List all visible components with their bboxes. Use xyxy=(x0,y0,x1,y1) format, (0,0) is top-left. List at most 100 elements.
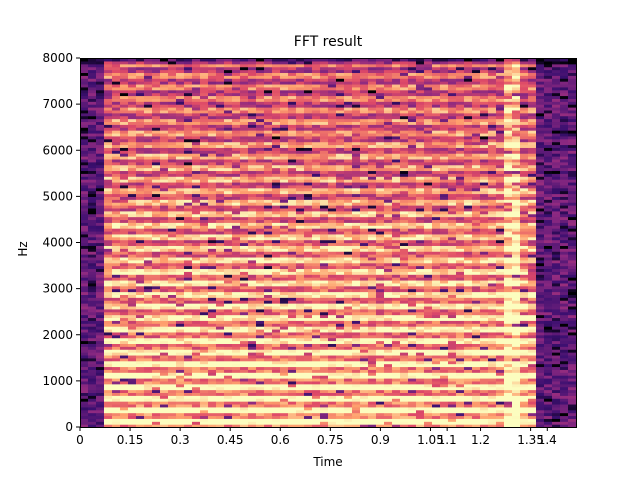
heatmap-cell xyxy=(240,81,249,85)
heatmap-cell xyxy=(256,354,265,359)
heatmap-cell xyxy=(152,326,161,330)
heatmap-cell xyxy=(144,392,153,396)
heatmap-cell xyxy=(80,138,89,143)
heatmap-cell xyxy=(200,150,209,154)
heatmap-cell xyxy=(224,141,233,146)
heatmap-cell xyxy=(384,225,393,229)
heatmap-cell xyxy=(288,285,297,290)
heatmap-cell xyxy=(96,66,105,71)
heatmap-cell xyxy=(384,60,393,65)
heatmap-cell xyxy=(336,199,345,203)
heatmap-cell xyxy=(296,415,305,419)
heatmap-cell xyxy=(104,92,113,97)
heatmap-cell xyxy=(104,58,113,62)
heatmap-cell xyxy=(96,72,105,76)
heatmap-cell xyxy=(160,357,169,362)
heatmap-cell xyxy=(328,167,337,172)
heatmap-cell xyxy=(112,207,121,212)
heatmap-cell xyxy=(232,161,241,166)
heatmap-cell xyxy=(216,210,225,215)
heatmap-cell xyxy=(312,158,321,163)
heatmap-cell xyxy=(184,337,193,342)
heatmap-cell xyxy=(136,372,145,376)
heatmap-cell xyxy=(280,369,289,373)
heatmap-cell xyxy=(368,377,377,382)
heatmap-cell xyxy=(104,158,113,163)
heatmap-cell xyxy=(128,167,137,172)
heatmap-cell xyxy=(120,78,129,82)
heatmap-cell xyxy=(216,398,225,402)
heatmap-cell xyxy=(96,233,105,238)
heatmap-cell xyxy=(368,89,377,94)
heatmap-cell xyxy=(352,401,361,405)
heatmap-cell xyxy=(120,92,129,97)
heatmap-cell xyxy=(192,334,201,339)
heatmap-cell xyxy=(208,366,217,370)
heatmap-cell xyxy=(160,317,169,321)
heatmap-cell xyxy=(336,107,345,111)
heatmap-cell xyxy=(136,271,145,275)
heatmap-cell xyxy=(192,60,201,65)
heatmap-cell xyxy=(216,328,225,333)
heatmap-cell xyxy=(320,158,329,163)
heatmap-cell xyxy=(224,343,233,347)
heatmap-cell xyxy=(288,179,297,183)
heatmap-cell xyxy=(368,115,377,120)
heatmap-cell xyxy=(352,254,361,258)
heatmap-cell xyxy=(104,285,113,290)
heatmap-cell xyxy=(360,78,369,82)
heatmap-cell xyxy=(264,328,273,333)
heatmap-cell xyxy=(344,60,353,65)
heatmap-cell xyxy=(376,317,385,321)
heatmap-cell xyxy=(248,395,257,399)
heatmap-cell xyxy=(272,317,281,321)
heatmap-cell xyxy=(248,259,257,264)
heatmap-cell xyxy=(128,230,137,235)
heatmap-cell xyxy=(288,161,297,166)
heatmap-cell xyxy=(104,251,113,255)
heatmap-cell xyxy=(304,401,313,405)
heatmap-cell xyxy=(304,205,313,209)
heatmap-cell xyxy=(104,156,113,160)
heatmap-cell xyxy=(248,294,257,298)
heatmap-cell xyxy=(120,395,129,399)
heatmap-cell xyxy=(104,375,113,379)
heatmap-cell xyxy=(344,75,353,79)
heatmap-cell xyxy=(352,305,361,310)
heatmap-cell xyxy=(368,328,377,333)
heatmap-cell xyxy=(88,380,97,385)
heatmap-cell xyxy=(328,153,337,157)
heatmap-cell xyxy=(376,81,385,85)
heatmap-cell xyxy=(352,58,361,62)
heatmap-cell xyxy=(264,248,273,252)
heatmap-cell xyxy=(192,259,201,264)
heatmap-cell xyxy=(96,337,105,342)
heatmap-cell xyxy=(96,363,105,368)
heatmap-cell xyxy=(256,184,265,189)
heatmap-cell xyxy=(384,230,393,235)
heatmap-cell xyxy=(112,386,121,391)
heatmap-cell xyxy=(240,228,249,232)
heatmap-cell xyxy=(312,233,321,238)
heatmap-cell xyxy=(96,403,105,408)
heatmap-cell xyxy=(216,323,225,327)
heatmap-cell xyxy=(88,288,97,293)
heatmap-cell xyxy=(88,251,97,255)
heatmap-cell xyxy=(144,328,153,333)
heatmap-cell xyxy=(120,389,129,393)
heatmap-cell xyxy=(376,297,385,301)
heatmap-cell xyxy=(296,118,305,123)
heatmap-cell xyxy=(232,83,241,88)
heatmap-cell xyxy=(160,213,169,218)
heatmap-cell xyxy=(152,63,161,68)
heatmap-cell xyxy=(80,101,89,105)
heatmap-cell xyxy=(144,92,153,97)
heatmap-cell xyxy=(152,141,161,146)
heatmap-cell xyxy=(104,202,113,206)
heatmap-cell xyxy=(248,331,257,336)
heatmap-cell xyxy=(160,63,169,68)
heatmap-cell xyxy=(104,282,113,287)
heatmap-cell xyxy=(328,207,337,212)
heatmap-cell xyxy=(352,176,361,180)
heatmap-cell xyxy=(176,86,185,91)
